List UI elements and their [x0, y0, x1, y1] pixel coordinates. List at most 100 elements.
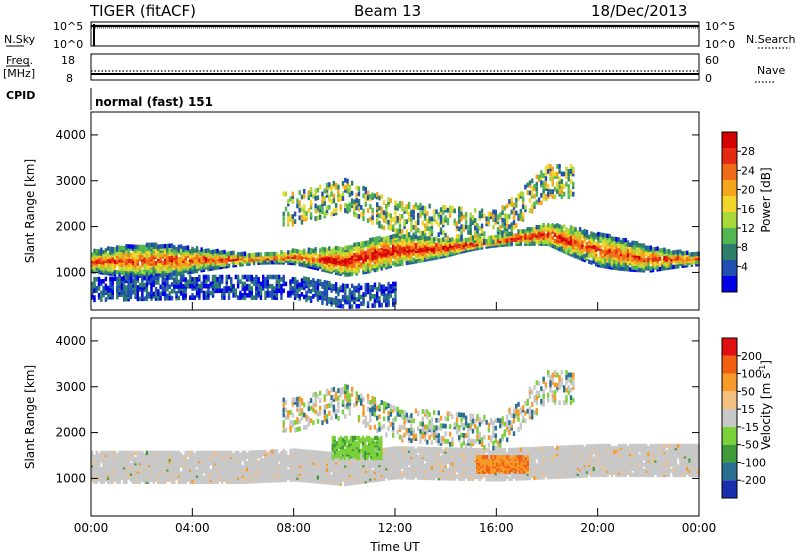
power-cell — [173, 288, 176, 294]
power-cell — [298, 190, 301, 196]
power-cell — [521, 229, 525, 234]
power-cell — [510, 202, 513, 207]
power-cell — [91, 252, 94, 257]
power-cell — [531, 227, 534, 232]
power-cell — [469, 241, 472, 246]
power-cell — [487, 216, 491, 222]
power-cell — [364, 197, 367, 202]
power-cell — [264, 277, 267, 282]
power-cell — [360, 249, 363, 255]
power-cell — [542, 183, 545, 189]
power-cell — [202, 279, 206, 284]
colorbar-tick-label: 12 — [741, 222, 755, 235]
power-cell — [622, 237, 625, 243]
velocity-cell — [241, 450, 244, 456]
power-cell — [544, 225, 548, 230]
power-cell — [275, 274, 279, 280]
power-cell — [93, 267, 96, 272]
power-cell — [118, 266, 121, 271]
power-cell — [448, 244, 452, 249]
power-cell — [581, 240, 584, 245]
power-cell — [613, 236, 616, 242]
power-cell — [202, 274, 206, 280]
power-cell — [159, 269, 162, 274]
power-cell — [610, 236, 614, 241]
power-cell — [380, 243, 383, 248]
power-cell — [633, 240, 637, 246]
velocity-cell — [191, 473, 194, 478]
power-cell — [325, 207, 329, 213]
power-cell — [106, 262, 110, 268]
power-cell — [234, 274, 238, 280]
power-cell — [350, 190, 354, 196]
power-cell — [524, 207, 527, 213]
power-cell — [309, 248, 313, 253]
power-cell — [604, 257, 607, 263]
velocity-cell — [205, 450, 208, 456]
power-cell — [319, 248, 322, 253]
power-cell — [556, 164, 559, 169]
power-cell — [364, 240, 367, 246]
power-cell — [205, 290, 208, 296]
power-cell — [389, 198, 393, 204]
power-cell — [246, 283, 249, 289]
power-cell — [398, 201, 402, 206]
power-cell — [674, 250, 678, 255]
velocity-cell — [250, 450, 253, 455]
power-cell — [177, 279, 181, 285]
power-cell — [296, 198, 299, 204]
power-cell — [202, 249, 206, 254]
power-cell — [398, 245, 402, 250]
velocity-cell — [159, 450, 162, 456]
power-cell — [357, 214, 361, 219]
power-cell — [480, 236, 484, 242]
power-cell — [309, 289, 313, 294]
power-cell — [417, 205, 420, 211]
power-cell — [319, 204, 322, 210]
power-cell — [120, 245, 124, 251]
power-cell — [494, 237, 497, 243]
power-cell — [216, 248, 219, 254]
power-cell — [499, 214, 502, 220]
power-cell — [344, 266, 347, 271]
power-cell — [455, 223, 459, 229]
power-cell — [321, 201, 324, 207]
power-cell — [136, 275, 139, 281]
power-cell — [93, 281, 96, 287]
velocity-cell — [106, 479, 110, 484]
power-cell — [344, 203, 347, 208]
power-cell — [257, 286, 260, 291]
power-cell — [385, 252, 388, 258]
power-cell — [116, 285, 119, 291]
power-cell — [581, 248, 584, 254]
velocity-cell — [248, 450, 251, 455]
power-cell — [480, 231, 484, 236]
power-cell — [656, 246, 659, 251]
power-cell — [309, 214, 313, 220]
power-cell — [337, 194, 340, 200]
power-cell — [519, 193, 523, 199]
power-cell — [319, 184, 322, 190]
power-cell — [282, 216, 285, 222]
power-cell — [287, 199, 290, 204]
power-cell — [346, 262, 349, 267]
power-cell — [556, 171, 559, 177]
power-cell — [398, 216, 402, 221]
power-cell — [533, 227, 536, 232]
power-cell — [177, 271, 181, 276]
power-cell — [277, 274, 281, 280]
power-cell — [268, 251, 272, 257]
velocity-cell — [218, 477, 222, 482]
power-cell — [439, 219, 443, 225]
velocity-cell — [168, 450, 171, 456]
velocity-cell — [118, 463, 121, 468]
velocity-cell — [282, 425, 285, 431]
power-cell — [405, 256, 409, 261]
power-cell — [376, 209, 379, 215]
power-cell — [376, 217, 379, 223]
power-cell — [241, 259, 244, 265]
velocity-cell — [246, 467, 249, 472]
power-cell — [405, 204, 409, 209]
power-cell — [145, 278, 149, 283]
power-cell — [460, 236, 463, 242]
